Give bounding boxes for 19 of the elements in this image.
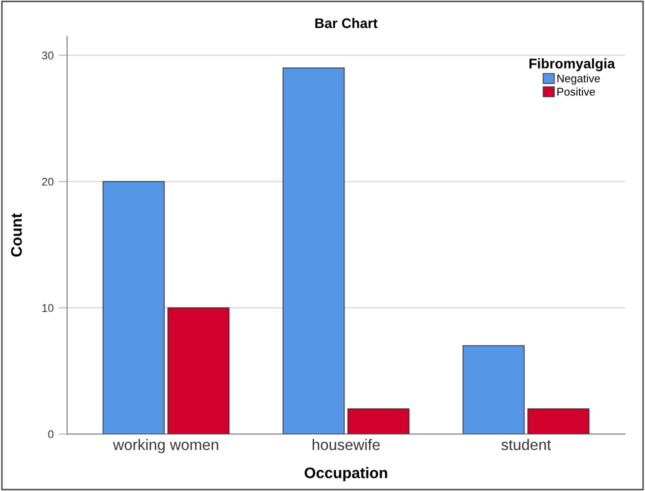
x-axis-title: Occupation <box>304 467 388 482</box>
legend-title: Fibromyalgia <box>530 58 616 72</box>
y-tick-label: 0 <box>48 430 54 438</box>
x-tick-label: student <box>501 438 551 450</box>
y-tick-label: 20 <box>42 178 54 186</box>
x-tick-label: working women <box>112 438 218 454</box>
y-tick-label: 30 <box>42 52 54 60</box>
legend-label: Negative <box>557 74 600 85</box>
bar <box>527 408 590 434</box>
bar <box>347 408 410 434</box>
bar <box>102 181 165 434</box>
y-tick-label: 10 <box>42 304 54 312</box>
legend-label: Positive <box>557 88 595 96</box>
chart-title: Bar Chart <box>315 18 378 28</box>
x-tick-label: housewife <box>312 438 380 450</box>
y-axis-title: Count <box>11 213 22 257</box>
bar <box>282 67 345 434</box>
bar <box>462 345 525 434</box>
bar <box>167 307 230 434</box>
